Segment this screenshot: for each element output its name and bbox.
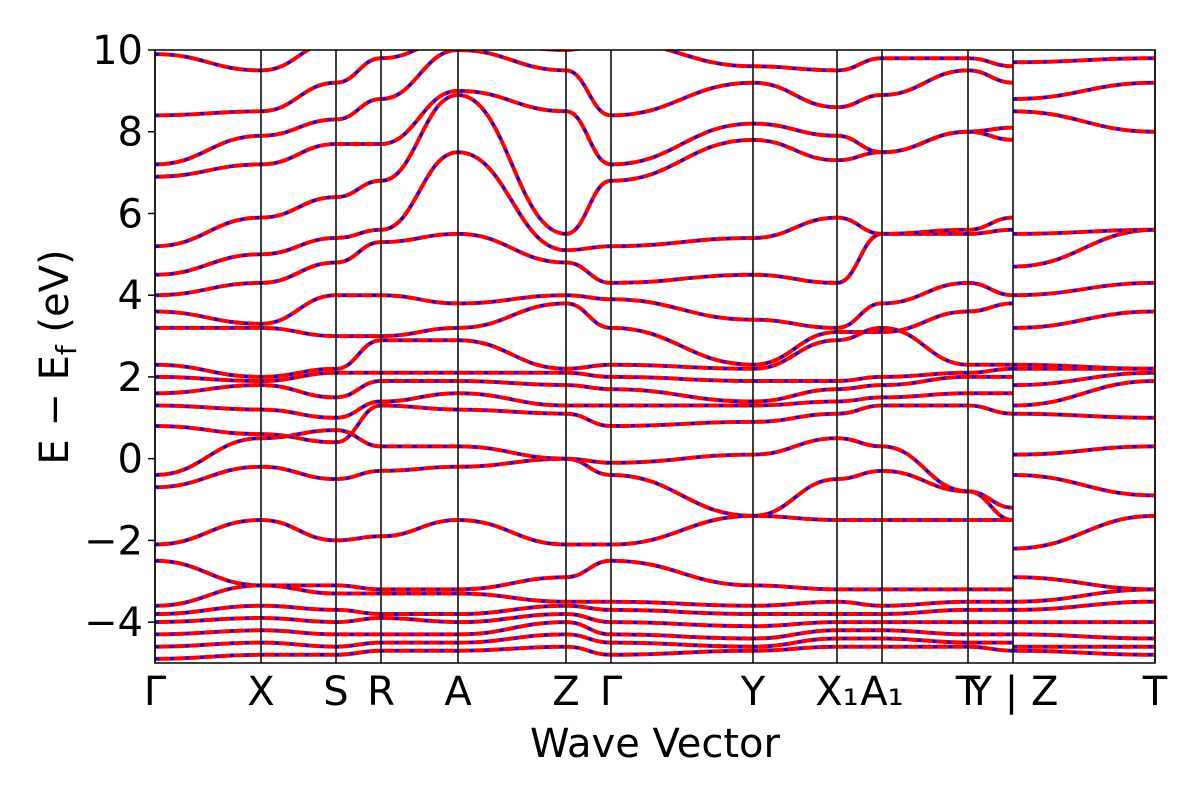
x-tick-label: X (247, 669, 274, 715)
x-tick-label: A₁ (860, 669, 903, 715)
band-line-blue (155, 228, 1155, 297)
high-symmetry-lines (154, 50, 1156, 663)
y-tick-label: 8 (118, 110, 143, 156)
band-line-blue (155, 326, 1155, 379)
y-axis-label: E − Ef (eV) (32, 249, 83, 464)
band-line-blue (155, 600, 1155, 616)
x-tick-label: A (444, 669, 472, 715)
x-tick-label: T (1142, 669, 1168, 715)
x-tick-label: T (955, 669, 981, 715)
y-tick-label: 2 (118, 355, 143, 401)
y-tick-label: 4 (118, 273, 143, 319)
y-tick-label: 0 (118, 437, 143, 483)
band-line-blue (155, 645, 1155, 661)
band-line-blue (155, 620, 1155, 641)
band-line-blue (155, 93, 1155, 248)
band-line-blue (155, 50, 1155, 166)
y-tick-label: 10 (92, 28, 143, 74)
x-tick-label: Z (552, 669, 579, 715)
x-tick-label: S (323, 669, 348, 715)
band-line-blue (155, 612, 1155, 628)
x-tick-label: X₁ (815, 669, 858, 715)
band-line-blue (155, 632, 1155, 649)
band-line-blue (155, 281, 1155, 330)
band-line-blue (155, 457, 1155, 522)
x-tick-label: Y (740, 669, 766, 715)
y-axis-ticks: −4 −2 0 2 4 6 8 10 (84, 28, 155, 646)
band-line-blue (155, 150, 1155, 277)
x-tick-label: Y | Z (967, 669, 1059, 715)
band-line-blue (155, 81, 1155, 179)
x-tick-label: Γ (144, 669, 167, 715)
x-tick-label: R (367, 669, 395, 715)
band-line-blue (155, 428, 1155, 510)
y-tick-label: 6 (118, 191, 143, 237)
y-tick-label: −4 (84, 600, 143, 646)
y-tick-label: −2 (84, 518, 143, 564)
band-line-blue (155, 371, 1155, 404)
plot-background (155, 50, 1155, 663)
x-tick-label: Γ (600, 669, 623, 715)
band-line-blue (155, 403, 1155, 444)
x-axis-label: Wave Vector (530, 721, 781, 767)
plot-frame (154, 49, 1156, 664)
